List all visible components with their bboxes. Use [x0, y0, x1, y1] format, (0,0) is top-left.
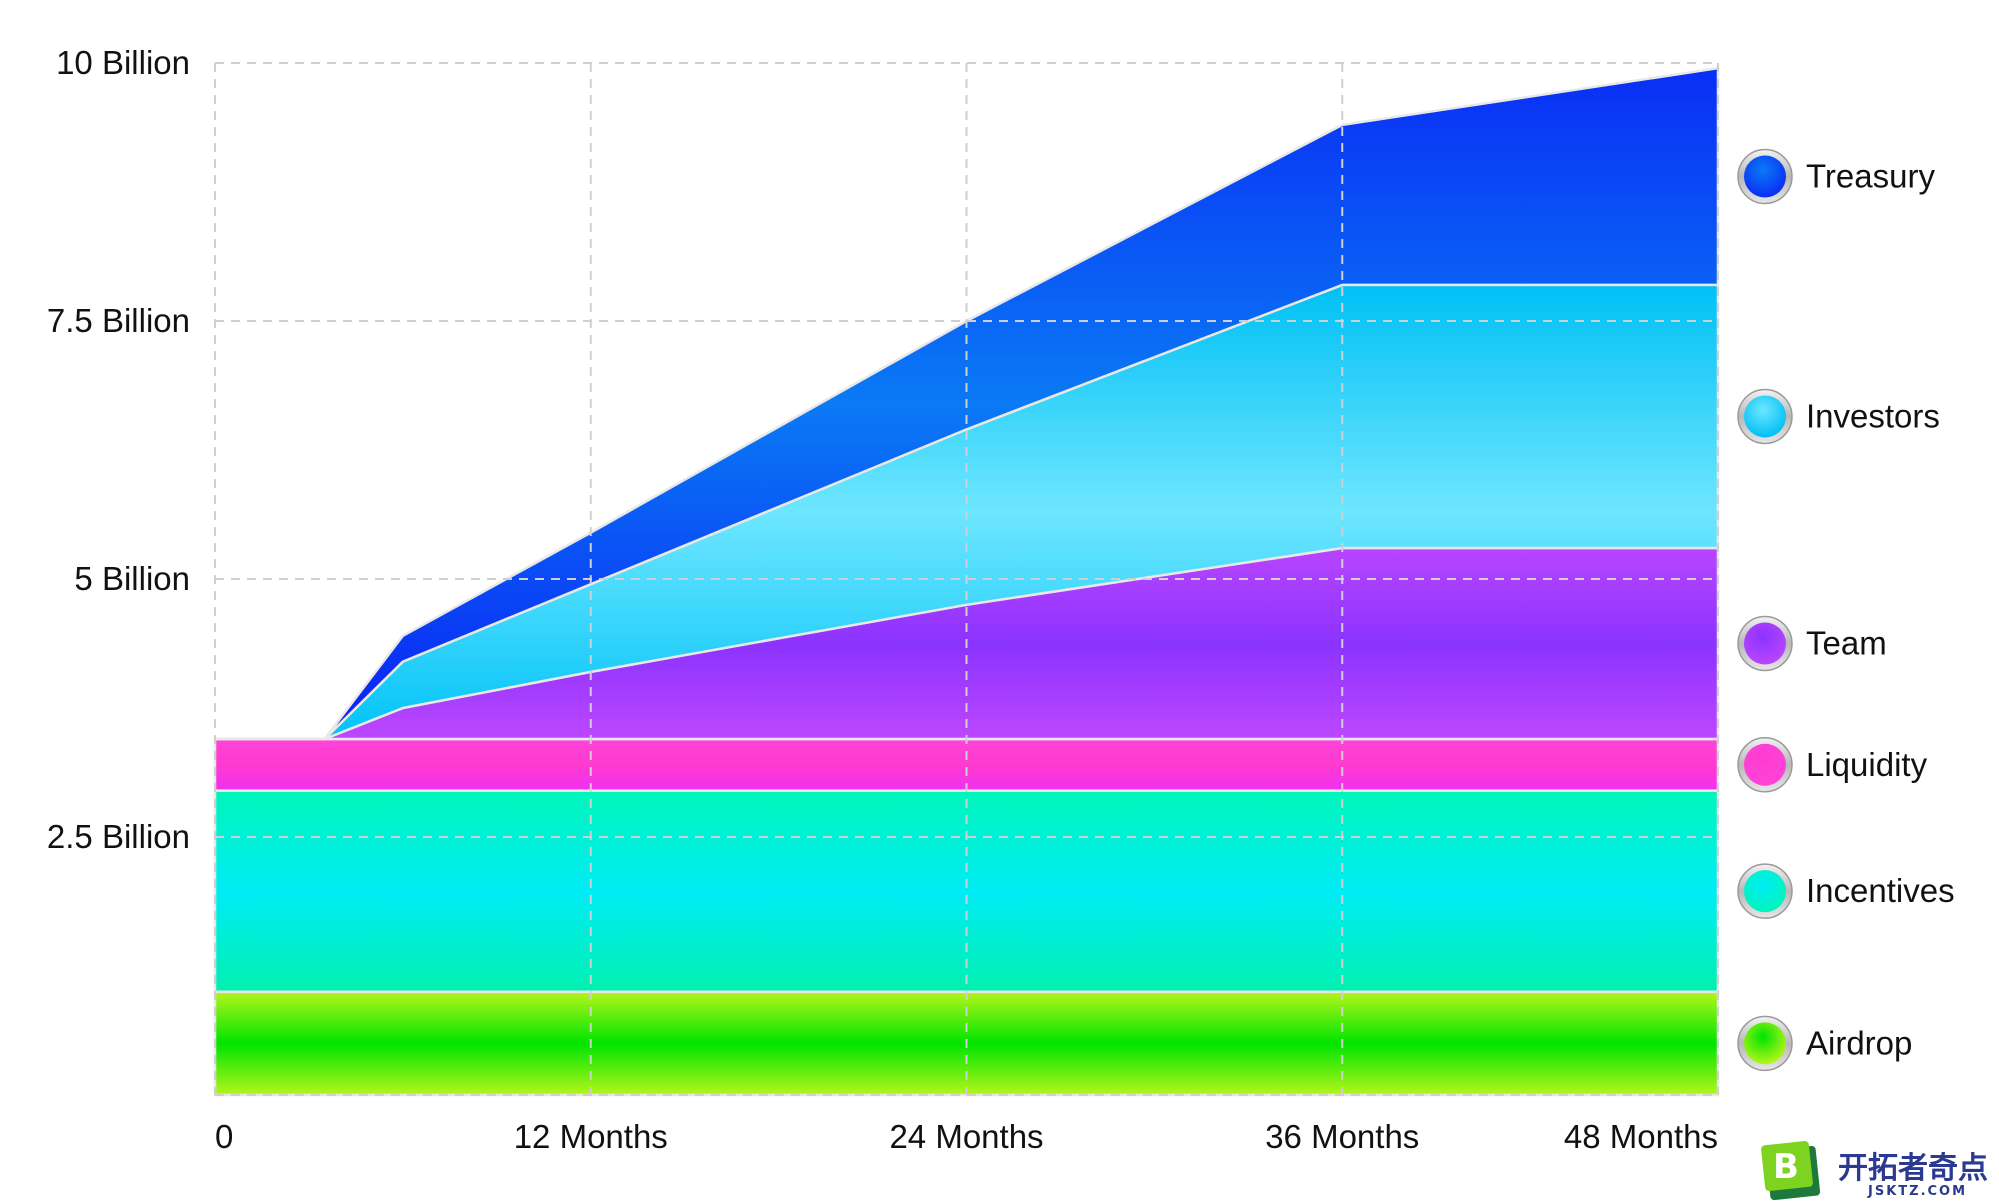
legend-swatch	[1744, 870, 1786, 913]
legend-label: Liquidity	[1806, 746, 1928, 783]
watermark-subtitle: JSKTZ.COM	[1867, 1184, 1967, 1199]
area-liquidity	[213, 737, 1720, 792]
legend-item-investors: Investors	[1737, 388, 1940, 445]
x-tick-label: 12 Months	[514, 1118, 668, 1155]
legend-label: Treasury	[1806, 158, 1935, 195]
legend-swatch	[1744, 155, 1786, 198]
watermark-badge	[1761, 1141, 1813, 1191]
y-tick-label: 7.5 Billion	[47, 302, 190, 339]
watermark-title: 开拓者奇点	[1838, 1151, 1988, 1186]
legend-label: Airdrop	[1806, 1024, 1912, 1061]
watermark-badge-letter: B	[1773, 1147, 1799, 1187]
x-tick-label: 0	[215, 1118, 233, 1155]
watermark-logo: B 开拓者奇点 JSKTZ.COM	[1761, 1141, 1988, 1201]
legend-item-incentives: Incentives	[1737, 863, 1955, 919]
x-tick-label: 24 Months	[889, 1118, 1043, 1155]
y-tick-label: 5 Billion	[74, 560, 190, 597]
y-tick-label: 10 Billion	[56, 44, 190, 81]
legend-swatch	[1744, 622, 1786, 665]
legend-label: Investors	[1806, 397, 1940, 434]
chart-grid	[214, 62, 1719, 1096]
legend-swatch	[1744, 395, 1786, 438]
legend-swatch	[1744, 1022, 1786, 1065]
x-tick-label: 36 Months	[1265, 1118, 1419, 1155]
x-axis-ticks: 0 12 Months 24 Months 36 Months 48 Months	[215, 1118, 1718, 1155]
chart-legend: Airdrop Incentives Liquidity Team Investors T…	[1737, 148, 1955, 1072]
legend-item-team: Team	[1737, 615, 1887, 672]
y-tick-label: 2.5 Billion	[47, 818, 190, 855]
y-axis-ticks: 2.5 Billion 5 Billion 7.5 Billion 10 Billio…	[47, 44, 190, 855]
legend-item-airdrop: Airdrop	[1737, 1015, 1912, 1072]
legend-label: Team	[1806, 625, 1887, 662]
legend-item-liquidity: Liquidity	[1737, 737, 1928, 793]
x-tick-label: 48 Months	[1564, 1118, 1718, 1155]
legend-label: Incentives	[1806, 872, 1955, 909]
legend-swatch	[1744, 743, 1786, 786]
legend-item-treasury: Treasury	[1737, 148, 1935, 205]
